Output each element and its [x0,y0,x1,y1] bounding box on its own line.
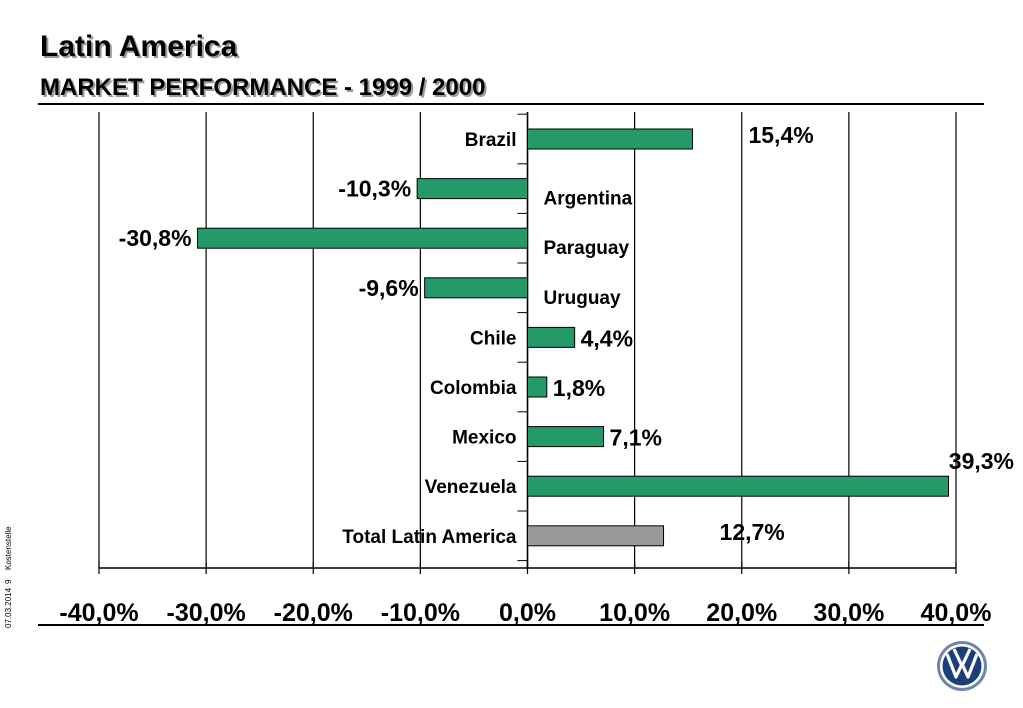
bar-mexico [527,426,605,448]
bar-venezuela [527,475,950,497]
category-label: Mexico [452,428,516,449]
bar-brazil [527,128,693,150]
category-label: Venezuela [425,477,517,498]
bar-paraguay [197,227,528,249]
vw-logo-icon [937,641,987,691]
value-label: 39,3% [949,448,1014,474]
value-label: 12,7% [720,519,785,545]
value-label: -30,8% [119,225,192,251]
page-title: Latin America [40,30,238,63]
page-subtitle: MARKET PERFORMANCE - 1999 / 2000 [40,74,486,101]
category-label: Brazil [465,130,517,151]
x-tick-label: -40,0% [59,599,138,627]
x-tick-label: -20,0% [274,599,353,627]
x-tick-label: -10,0% [381,599,460,627]
footer-divider [38,624,984,626]
x-tick-label: 40,0% [921,599,992,627]
bar-colombia [527,376,548,398]
value-label: -10,3% [338,176,411,202]
bar-total-latin-america [527,525,665,547]
value-label: 7,1% [610,425,662,451]
value-label: 15,4% [748,122,813,148]
bar-chile [527,326,576,348]
value-label: 4,4% [581,325,633,351]
x-tick-label: 30,0% [813,599,884,627]
bar-argentina [416,178,529,200]
value-label: -9,6% [359,275,419,301]
category-label: Total Latin America [342,527,517,548]
x-tick-label: 10,0% [599,599,670,627]
category-label: Paraguay [544,238,630,259]
x-tick-label: 20,0% [706,599,777,627]
x-tick-label: 0,0% [499,599,556,627]
title-divider [38,103,984,105]
x-tick-label: -30,0% [167,599,246,627]
category-label: Chile [470,328,516,349]
bar-uruguay [424,277,528,299]
category-label: Uruguay [544,288,622,309]
category-label: Colombia [430,378,517,399]
category-label: Argentina [544,189,633,210]
value-label: 1,8% [553,375,605,401]
